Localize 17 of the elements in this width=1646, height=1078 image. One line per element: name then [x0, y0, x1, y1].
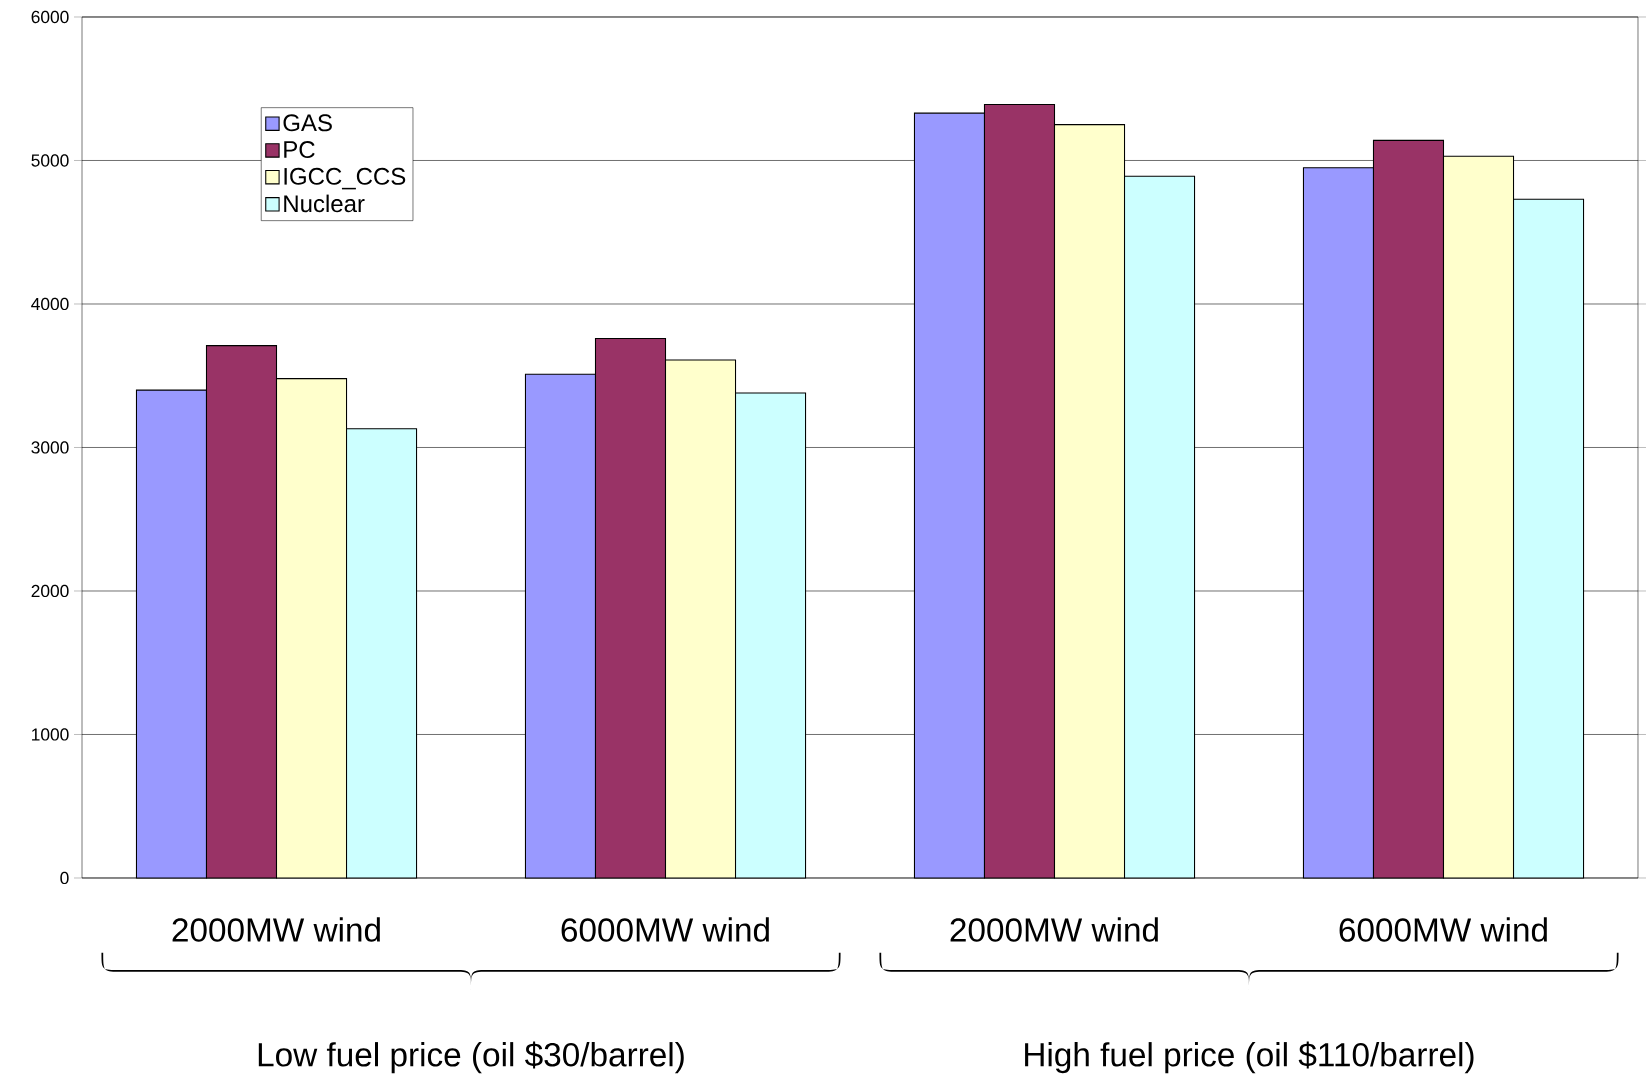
- y-tick-label: 3000: [31, 441, 69, 454]
- legend-label: PC: [284, 141, 315, 159]
- text: High fuel price (oil $110/barrel): [1025, 1041, 1474, 1074]
- text: Low fuel price (oil $30/barrel): [258, 1041, 684, 1074]
- x-tick-label: 6000MW wind: [561, 917, 769, 942]
- legend-label: GAS: [283, 114, 332, 132]
- y-tick-label: 5000: [31, 154, 69, 167]
- y-tick-label: 0: [60, 871, 69, 885]
- y-tick-label: 6000: [31, 10, 69, 24]
- y-tick-label: 2000: [31, 584, 69, 598]
- x-tick-label: 2000MW wind: [172, 917, 380, 942]
- y-tick-label: 1000: [32, 728, 69, 741]
- y-tick-label: 4000: [31, 297, 69, 311]
- x-tick-label: 6000MW wind: [1339, 917, 1547, 942]
- legend-label: Nuclear: [284, 194, 365, 213]
- x-tick-label: 2000MW wind: [950, 917, 1158, 942]
- legend-label: IGCC_CCS: [284, 167, 406, 190]
